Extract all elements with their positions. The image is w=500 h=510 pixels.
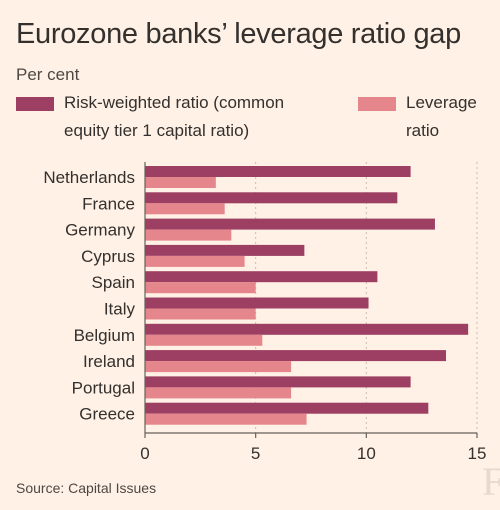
bar-risk-weighted	[145, 402, 429, 414]
bar-risk-weighted	[145, 271, 378, 283]
category-label: Portugal	[72, 378, 135, 397]
x-tick-label: 0	[140, 444, 149, 463]
bar-risk-weighted	[145, 244, 305, 256]
bar-leverage	[145, 177, 216, 188]
bar-leverage	[145, 387, 292, 399]
legend-swatch-leverage	[358, 97, 396, 111]
bar-risk-weighted	[145, 192, 398, 204]
bar-leverage	[145, 308, 256, 320]
category-label: Netherlands	[43, 168, 135, 187]
x-tick-label: 15	[468, 444, 487, 463]
chart-title: Eurozone banks’ leverage ratio gap	[16, 18, 461, 50]
legend-label-leverage: Leverage ratio	[406, 93, 477, 140]
bar-risk-weighted	[145, 297, 369, 309]
chart-subtitle: Per cent	[16, 65, 80, 84]
bar-risk-weighted	[145, 166, 411, 177]
bar-leverage	[145, 334, 263, 346]
bar-leverage	[145, 229, 232, 241]
bar-leverage	[145, 361, 292, 373]
category-label: France	[82, 194, 135, 213]
bar-risk-weighted	[145, 350, 447, 362]
category-label: Italy	[104, 300, 136, 319]
category-label: Belgium	[74, 326, 135, 345]
legend-swatch-risk-weighted	[16, 97, 54, 111]
legend-item-risk-weighted: Risk-weighted ratio (common equity tier …	[16, 93, 346, 145]
bar-leverage	[145, 413, 307, 425]
bar-leverage	[145, 255, 245, 267]
bar-leverage	[145, 203, 225, 215]
category-label: Greece	[79, 405, 135, 424]
legend-label-risk-weighted: Risk-weighted ratio (common equity tier …	[64, 93, 285, 140]
brand-logo: F	[482, 459, 500, 504]
bar-leverage	[145, 282, 256, 294]
x-tick-label: 10	[357, 444, 376, 463]
category-label: Spain	[92, 273, 135, 292]
category-label: Germany	[65, 221, 135, 240]
legend-item-leverage: Leverage ratio	[358, 93, 498, 145]
source-note: Source: Capital Issues	[16, 480, 157, 496]
category-label: Ireland	[83, 352, 135, 371]
bar-chart: Netherlands France Germany Cyprus Spain Italy…	[43, 162, 487, 463]
bar-risk-weighted	[145, 376, 411, 388]
category-label: Cyprus	[81, 247, 135, 266]
x-tick-label: 5	[251, 444, 260, 463]
bar-risk-weighted	[145, 323, 469, 335]
bar-risk-weighted	[145, 218, 435, 230]
